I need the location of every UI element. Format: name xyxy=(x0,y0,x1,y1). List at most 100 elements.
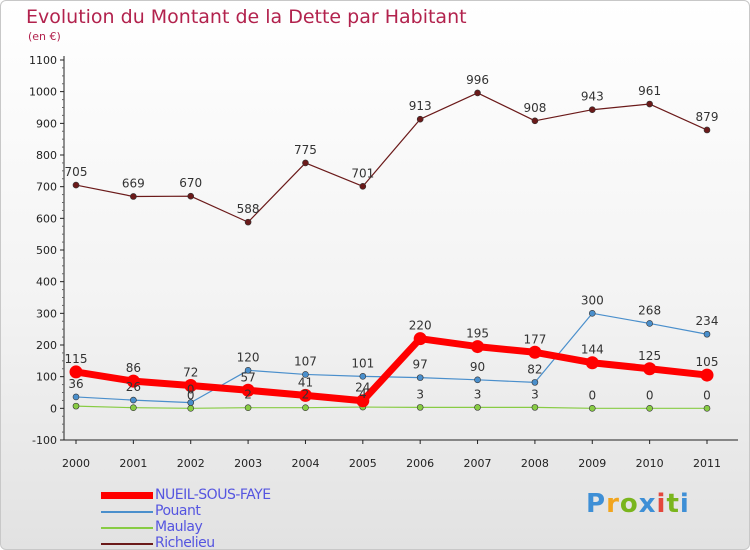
data-point-nueil-sous-faye xyxy=(184,379,198,393)
data-point-pouant xyxy=(646,320,653,327)
data-label-maulay: 2 xyxy=(302,388,310,402)
x-tick-label: 2011 xyxy=(693,457,721,470)
data-label-nueil-sous-faye: 105 xyxy=(696,355,719,369)
data-point-nueil-sous-faye xyxy=(298,388,312,402)
data-label-pouant: 234 xyxy=(696,314,719,328)
data-label-richelieu: 670 xyxy=(179,176,202,190)
data-label-richelieu: 913 xyxy=(409,99,432,113)
data-label-pouant: 268 xyxy=(638,303,661,317)
series-lines xyxy=(69,89,714,412)
data-label-pouant: 0 xyxy=(187,383,195,397)
data-point-pouant xyxy=(244,367,252,374)
data-label-nueil-sous-faye: 144 xyxy=(581,343,604,357)
data-label-nueil-sous-faye: 195 xyxy=(466,327,489,341)
data-label-nueil-sous-faye: 41 xyxy=(298,375,313,389)
data-label-pouant: 101 xyxy=(351,356,374,370)
data-point-nueil-sous-faye xyxy=(241,383,255,397)
data-point-maulay xyxy=(416,404,424,411)
x-tick-label: 2001 xyxy=(119,457,147,470)
y-tick-label: 0 xyxy=(50,402,57,415)
legend-label: NUEIL-SOUS-FAYE xyxy=(155,487,271,503)
data-label-pouant: 300 xyxy=(581,293,604,307)
data-label-pouant: 120 xyxy=(237,350,260,364)
x-tick-label: 2004 xyxy=(291,457,319,470)
data-label-richelieu: 775 xyxy=(294,143,317,157)
legend-swatch xyxy=(101,527,153,529)
data-label-maulay: 3 xyxy=(416,387,424,401)
logo-letter: i xyxy=(679,489,690,519)
data-point-richelieu xyxy=(531,117,539,125)
y-tick-label: 400 xyxy=(36,276,57,289)
series-line-nueil-sous-faye xyxy=(75,335,708,405)
data-point-nueil-sous-faye xyxy=(413,332,427,346)
legend-swatch xyxy=(101,543,153,545)
data-point-maulay xyxy=(130,404,137,412)
y-tick-label: 100 xyxy=(36,371,57,384)
x-tick-label: 2003 xyxy=(234,457,262,470)
data-point-pouant xyxy=(703,330,711,338)
data-label-richelieu: 588 xyxy=(237,202,260,216)
y-tick-label: 900 xyxy=(36,117,57,130)
logo-letter: i xyxy=(656,489,667,519)
data-point-nueil-sous-faye xyxy=(700,368,714,382)
data-label-richelieu: 996 xyxy=(466,73,489,87)
data-label-richelieu: 961 xyxy=(638,84,661,98)
y-tick-label: 500 xyxy=(36,244,57,257)
data-point-richelieu xyxy=(646,100,653,108)
data-point-richelieu xyxy=(359,183,367,190)
data-point-pouant xyxy=(359,373,367,380)
data-label-maulay: 2 xyxy=(244,388,252,402)
data-point-maulay xyxy=(646,405,653,412)
y-tick-label: 1000 xyxy=(29,86,57,99)
y-tick-label: 600 xyxy=(36,212,57,225)
x-tick-label: 2010 xyxy=(636,457,664,470)
y-tick-label: 1100 xyxy=(29,54,57,67)
series-line-richelieu xyxy=(75,92,708,223)
data-label-maulay: 0 xyxy=(588,388,596,402)
data-label-pouant: 26 xyxy=(126,380,141,394)
data-point-richelieu xyxy=(302,159,309,167)
data-label-richelieu: 705 xyxy=(65,165,88,179)
data-point-pouant xyxy=(72,393,80,401)
x-tick-label: 2005 xyxy=(349,457,377,470)
data-label-maulay: 0 xyxy=(703,388,711,402)
data-point-nueil-sous-faye xyxy=(126,374,140,388)
data-point-maulay xyxy=(531,404,539,411)
data-label-nueil-sous-faye: 220 xyxy=(409,319,432,333)
legend-swatch xyxy=(101,511,153,513)
legend-swatch xyxy=(101,492,153,499)
data-point-nueil-sous-faye xyxy=(69,365,83,379)
data-label-nueil-sous-faye: 177 xyxy=(523,332,546,346)
data-label-pouant: 36 xyxy=(68,377,83,391)
series-line-maulay xyxy=(75,405,707,409)
data-point-richelieu xyxy=(244,218,252,226)
data-label-richelieu: 943 xyxy=(581,90,604,104)
chart-title: Evolution du Montant de la Dette par Hab… xyxy=(26,6,467,28)
legend-label: Maulay xyxy=(155,519,203,535)
legend-label: Richelieu xyxy=(155,535,215,550)
data-label-nueil-sous-faye: 115 xyxy=(65,352,88,366)
data-label-maulay: 0 xyxy=(646,388,654,402)
data-point-maulay xyxy=(474,404,481,411)
data-point-maulay xyxy=(244,404,252,412)
data-label-richelieu: 669 xyxy=(122,176,145,190)
data-point-pouant xyxy=(130,396,137,404)
data-label-richelieu: 908 xyxy=(523,101,546,115)
data-point-richelieu xyxy=(72,181,80,189)
data-labels: 705 669 670 588 775 701 913 996 908 943 961 879 36 26… xyxy=(65,73,719,402)
data-point-pouant xyxy=(416,374,424,381)
y-tick-label: 300 xyxy=(36,307,57,320)
data-point-nueil-sous-faye xyxy=(585,356,599,370)
logo-letter: x xyxy=(638,489,657,519)
data-label-maulay: 0 xyxy=(187,388,195,402)
data-point-richelieu xyxy=(703,126,711,134)
data-point-pouant xyxy=(588,310,596,317)
logo-letter: t xyxy=(666,489,680,519)
axes: -100010020030040050060070080090010001100… xyxy=(29,54,738,470)
data-label-richelieu: 879 xyxy=(696,110,719,124)
logo-letter: P xyxy=(586,489,607,519)
data-label-pouant: 107 xyxy=(294,354,317,368)
data-label-maulay: 4 xyxy=(359,387,367,401)
